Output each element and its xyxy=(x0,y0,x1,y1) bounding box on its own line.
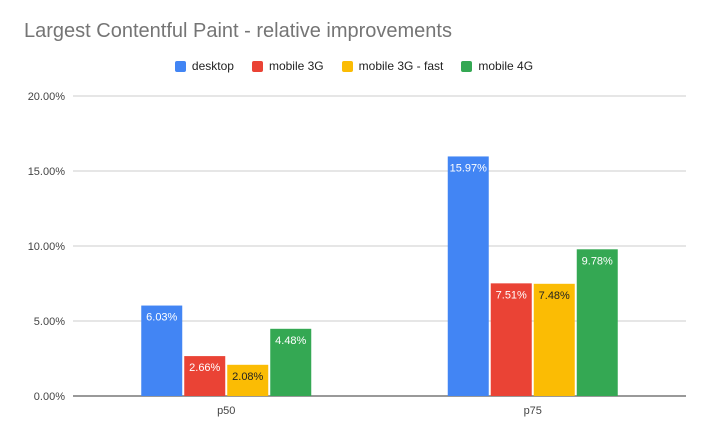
legend-label-mobile-4g: mobile 4G xyxy=(478,59,534,73)
data-label: 7.48% xyxy=(539,290,570,302)
data-label: 6.03% xyxy=(146,312,177,324)
y-tick-label: 15.00% xyxy=(28,166,66,178)
legend-label-desktop: desktop xyxy=(191,59,234,73)
legend-item-mobile-3g-fast: mobile 3G - fast xyxy=(341,59,444,73)
legend-item-mobile-4g: mobile 4G xyxy=(461,59,533,73)
y-tick-label: 0.00% xyxy=(34,391,65,403)
data-label: 9.78% xyxy=(582,255,613,267)
bar xyxy=(270,328,312,396)
bar xyxy=(533,283,575,396)
bar xyxy=(184,356,226,396)
legend-swatch-mobile-3g xyxy=(251,60,263,72)
bar xyxy=(490,283,532,396)
bar xyxy=(576,249,618,396)
legend: desktop mobile 3G mobile 3G - fast mobil… xyxy=(0,59,708,73)
x-tick-label: p50 xyxy=(217,405,235,417)
chart-title: Largest Contentful Paint - relative impr… xyxy=(24,20,452,42)
bar xyxy=(141,305,183,396)
data-label: 4.48% xyxy=(275,335,306,347)
data-label: 7.51% xyxy=(496,289,527,301)
legend-swatch-desktop xyxy=(174,60,186,72)
legend-swatch-mobile-4g xyxy=(461,60,473,72)
legend-label-mobile-3g: mobile 3G xyxy=(268,59,324,73)
data-label: 2.66% xyxy=(189,362,220,374)
y-tick-label: 10.00% xyxy=(28,241,66,253)
y-tick-label: 5.00% xyxy=(34,316,65,328)
legend-item-desktop: desktop xyxy=(174,59,234,73)
legend-swatch-mobile-3g-fast xyxy=(341,60,353,72)
data-label: 15.97% xyxy=(450,162,488,174)
legend-item-mobile-3g: mobile 3G xyxy=(251,59,324,73)
data-label: 2.08% xyxy=(232,371,263,383)
bar xyxy=(227,364,269,396)
bar xyxy=(447,156,489,396)
x-tick-label: p75 xyxy=(524,405,542,417)
y-tick-label: 20.00% xyxy=(28,91,66,103)
legend-label-mobile-3g-fast: mobile 3G - fast xyxy=(358,59,444,73)
